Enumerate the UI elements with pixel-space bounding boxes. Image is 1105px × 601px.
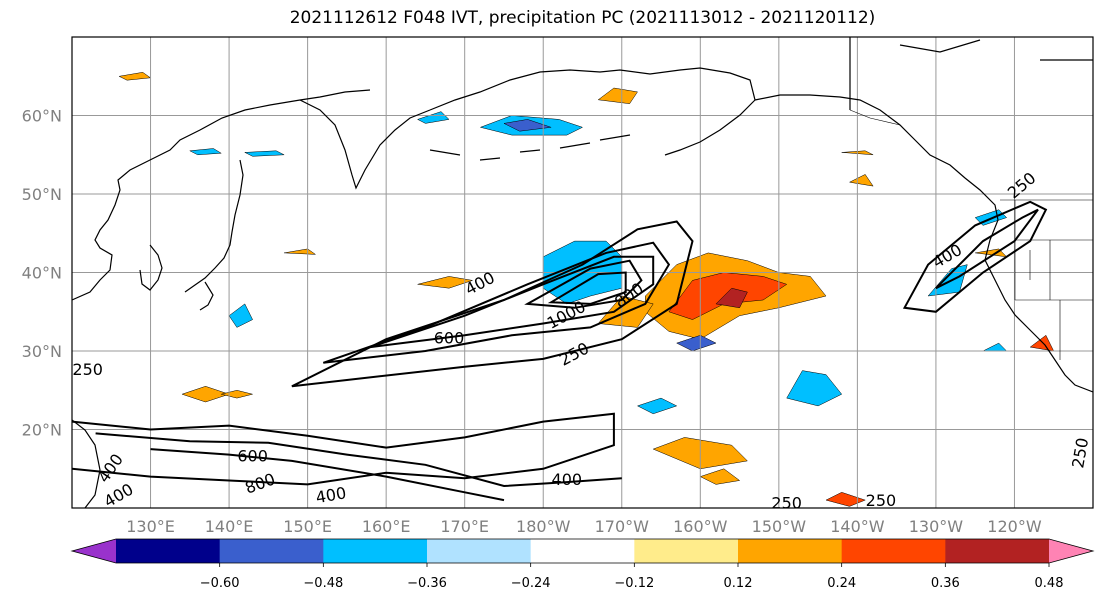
philippines-coast [72,419,101,508]
colorbar-swatch [945,539,1050,563]
ivt-label: 600 [434,329,465,348]
colorbar-label: 0.36 [931,576,960,591]
lon-tick-label: 150°E [283,517,332,536]
ivt-contour-400 [935,208,1039,290]
ivt-label: 250 [72,360,103,379]
lon-tick-label: 130°W [909,517,964,536]
coastline-korea [139,244,163,291]
colorbar-label: 0.12 [724,576,753,591]
lon-tick-label: 140°E [205,517,254,536]
ivt-contour-600 [150,448,505,502]
ivt-label: 400 [552,470,583,489]
ivt-contour-400 [95,432,622,488]
colorbar-outline [70,538,1095,564]
precip-patch [416,111,450,124]
map-frame [71,36,1094,509]
ivt-contours [72,200,1048,502]
lon-tick-label: 170°E [440,517,489,536]
precip-patch [1029,334,1055,352]
ivt-label: 250 [866,491,897,510]
colorbar-swatch [323,539,428,563]
state-borders [1014,200,1093,360]
lat-tick-label: 20°N [22,421,62,440]
coastlines [72,37,1093,508]
colorbar-label: −0.48 [303,576,343,591]
coastline-asia [72,89,371,301]
precip-patch [636,397,678,415]
lon-tick-label: 180°W [516,517,571,536]
precip-patch [243,150,286,157]
colorbar-label: 0.24 [827,576,856,591]
lon-tick-label: 170°W [595,517,650,536]
ivt-label: 600 [237,446,268,465]
ivt-label: 250 [771,494,802,513]
coastline-japan [184,159,244,311]
alaska-canada-border [849,109,901,126]
colorbar-swatch [841,539,946,563]
lat-tick-label: 60°N [22,107,62,126]
colorbar-extend-high [1049,539,1093,563]
map-title: 2021112612 F048 IVT, precipitation PC (2… [289,8,876,28]
ivt-contour-600 [370,255,655,349]
precip-patch [417,276,473,289]
latitude-ticks: 20°N 30°N 40°N 50°N 60°N [22,107,62,440]
colorbar-label: −0.24 [511,576,551,591]
lat-tick-label: 50°N [22,185,62,204]
coastline-north-america-north [849,37,1093,110]
colorbar-label: 0.48 [1035,576,1064,591]
precip-patch [597,87,638,104]
colorbar-label: −0.12 [614,576,654,591]
coastline-gulf-of-alaska [754,94,1093,393]
lon-tick-label: 120°W [987,517,1042,536]
ivt-contour-800 [524,259,643,309]
colorbar-swatch [219,539,324,563]
political-borders [849,109,1093,360]
precip-patch [715,287,748,309]
lat-tick-label: 40°N [22,264,62,283]
precipitation-layer [118,72,1055,507]
colorbar-swatch [738,539,843,563]
lon-tick-label: 130°E [126,517,175,536]
ivt-contour-250 [902,200,1048,313]
precip-patch [676,335,717,352]
ivt-contour-400 [322,241,671,364]
precip-patch [825,492,866,507]
ivt-contour-250 [72,412,615,486]
colorbar-swatch [530,539,635,563]
colorbar-label: −0.36 [407,576,447,591]
precip-patch [503,119,552,132]
lon-tick-label: 160°E [362,517,411,536]
precip-patch [699,468,741,485]
colorbar-swatch [427,539,532,563]
lat-tick-label: 30°N [22,342,62,361]
ivt-contour-1000 [547,271,627,305]
lon-tick-label: 140°W [830,517,885,536]
colorbar-swatch [116,539,221,563]
precip-patch [228,303,253,328]
coastline-kamchatka [299,99,431,190]
coastline-alaska [429,67,756,156]
colorbar-extend-low [72,539,116,563]
colorbar-swatch [634,539,739,563]
colorbar: −0.60 −0.48 −0.36 −0.24 −0.12 0.12 0.24 0.36 0.4… [70,538,1095,591]
colorbar-label: −0.60 [200,576,240,591]
aleutian-islands [429,134,631,161]
lon-tick-label: 150°W [752,517,807,536]
longitude-ticks: 130°E 140°E 150°E 160°E 170°E 180°W 170°W 160°W… [126,517,1042,536]
precip-patch [786,370,843,407]
precip-patch [188,148,223,156]
lon-tick-label: 160°W [673,517,728,536]
